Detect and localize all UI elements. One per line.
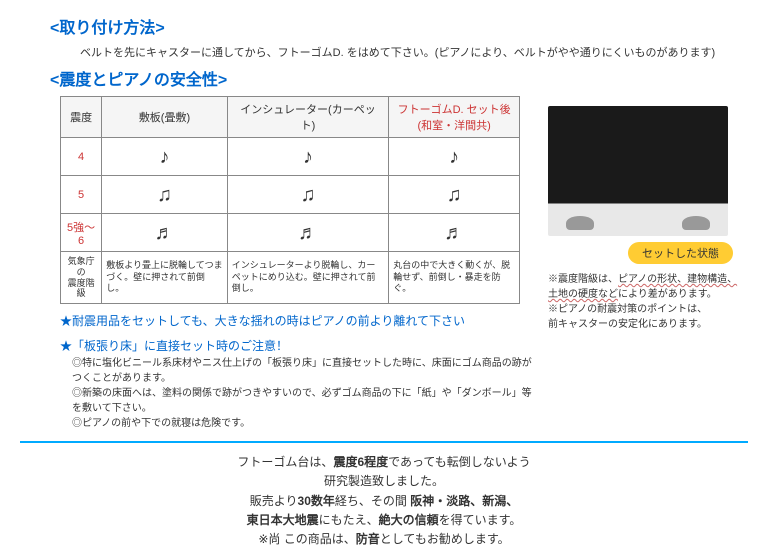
- piano-icon: ♬: [154, 222, 174, 244]
- footer-bold: 防音: [356, 532, 380, 546]
- divider: [20, 441, 748, 443]
- header-shindo: 震度: [61, 97, 102, 138]
- footer-text: としてもお勧めします。: [380, 532, 510, 546]
- icon-cell: ♫: [102, 176, 228, 214]
- header-shikiban: 敷板(畳敷): [102, 97, 228, 138]
- sub-note-3: ◎ピアノの前や下での就寝は危険です。: [72, 416, 536, 431]
- footer-text: 研究製造致しました。: [324, 474, 444, 488]
- desc-header: 気象庁の 震度階級: [61, 252, 102, 304]
- footer-text: であっても転倒しないよう: [388, 455, 530, 469]
- footer-bold: 震度6程度: [333, 455, 388, 469]
- safety-table: 震度 敷板(畳敷) インシュレーター(カーペット) フトーゴムD. セット後 (…: [60, 96, 520, 304]
- install-text: ベルトを先にキャスターに通してから、フトーゴムD. をはめて下さい。(ピアノによ…: [80, 44, 748, 60]
- table-row: 5強〜6 ♬ ♬ ♬: [61, 214, 520, 252]
- right-notes: ※震度階級は、ピアノの形状、建物構造、 土地の硬度などにより差があります。 ※ピ…: [548, 272, 748, 332]
- piano-foot-icon: [566, 216, 594, 230]
- footer-bold: 阪神・淡路、新潟、: [410, 494, 518, 508]
- note-underline: ピアノの形状、建物構造、: [618, 274, 737, 285]
- icon-cell: ♬: [389, 214, 520, 252]
- icon-cell: ♪: [389, 138, 520, 176]
- note-text: ※震度階級は、: [548, 274, 618, 285]
- footer-text: にもたえ、: [319, 513, 379, 527]
- desc-cell: インシュレーターより脱輪し、カーペットにめり込む。壁に押されて前倒し。: [227, 252, 389, 304]
- piano-icon: ♪: [159, 146, 169, 168]
- piano-icon: ♬: [298, 222, 318, 244]
- note-text: により差があります。: [618, 289, 717, 300]
- piano-icon: ♪: [449, 146, 459, 168]
- table-header-row: 震度 敷板(畳敷) インシュレーター(カーペット) フトーゴムD. セット後 (…: [61, 97, 520, 138]
- set-state-badge: セットした状態: [628, 242, 733, 264]
- piano-icon: ♬: [444, 222, 464, 244]
- header-futogomu: フトーゴムD. セット後 (和室・洋間共): [389, 97, 520, 138]
- install-title: <取り付け方法>: [50, 14, 748, 38]
- footer-bold: 東日本大地震: [247, 513, 319, 527]
- footer-text: 販売より: [250, 494, 298, 508]
- piano-foot-icon: [682, 216, 710, 230]
- right-column: セットした状態 ※震度階級は、ピアノの形状、建物構造、 土地の硬度などにより差が…: [548, 96, 748, 431]
- piano-image: [548, 106, 728, 236]
- sub-note-2: ◎新築の床面へは、塗料の関係で跡がつきやすいので、必ずゴム商品の下に「紙」や「ダ…: [72, 386, 536, 416]
- left-column: 震度 敷板(畳敷) インシュレーター(カーペット) フトーゴムD. セット後 (…: [20, 96, 536, 431]
- shindo-4: 4: [61, 138, 102, 176]
- note-text: ※ピアノの耐震対策のポイントは、: [548, 304, 707, 315]
- footer-text: ※尚 この商品は、: [258, 532, 355, 546]
- note-underline: 土地の硬度など: [548, 289, 618, 300]
- footer: フトーゴム台は、震度6程度であっても転倒しないよう 研究製造致しました。 販売よ…: [20, 453, 748, 549]
- table-desc-row: 気象庁の 震度階級 敷板より畳上に脱輪してつまづく。壁に押されて前倒し。 インシ…: [61, 252, 520, 304]
- shindo-5-6: 5強〜6: [61, 214, 102, 252]
- header-insulator: インシュレーター(カーペット): [227, 97, 389, 138]
- shindo-5: 5: [61, 176, 102, 214]
- icon-cell: ♪: [227, 138, 389, 176]
- desc-cell: 丸台の中で大きく動くが、脱輪せず、前倒し・暴走を防ぐ。: [389, 252, 520, 304]
- star-note-2: ★「板張り床」に直接セット時のご注意！: [60, 337, 536, 354]
- icon-cell: ♫: [227, 176, 389, 214]
- main-row: 震度 敷板(畳敷) インシュレーター(カーペット) フトーゴムD. セット後 (…: [20, 96, 748, 431]
- footer-text: 経ち、その間: [335, 494, 410, 508]
- footer-bold: 30数年: [298, 494, 335, 508]
- footer-text: を得ています。: [439, 513, 522, 527]
- piano-icon: ♪: [303, 146, 313, 168]
- sub-note-1: ◎特に塩化ビニール系床材やニス仕上げの「板張り床」に直接セットした時に、床面にゴ…: [72, 356, 536, 386]
- desc-cell: 敷板より畳上に脱輪してつまづく。壁に押されて前倒し。: [102, 252, 228, 304]
- icon-cell: ♫: [389, 176, 520, 214]
- piano-icon: ♫: [157, 184, 172, 206]
- icon-cell: ♬: [102, 214, 228, 252]
- note-text: 前キャスターの安定化にあります。: [548, 319, 707, 330]
- piano-icon: ♫: [301, 184, 316, 206]
- safety-title: <震度とピアノの安全性>: [50, 66, 748, 90]
- table-row: 4 ♪ ♪ ♪: [61, 138, 520, 176]
- footer-text: フトーゴム台は、: [237, 455, 333, 469]
- icon-cell: ♪: [102, 138, 228, 176]
- star-note-1: ★耐震用品をセットしても、大きな揺れの時はピアノの前より離れて下さい: [60, 312, 536, 329]
- icon-cell: ♬: [227, 214, 389, 252]
- piano-icon: ♫: [447, 184, 462, 206]
- footer-bold: 絶大の信頼: [379, 513, 439, 527]
- table-row: 5 ♫ ♫ ♫: [61, 176, 520, 214]
